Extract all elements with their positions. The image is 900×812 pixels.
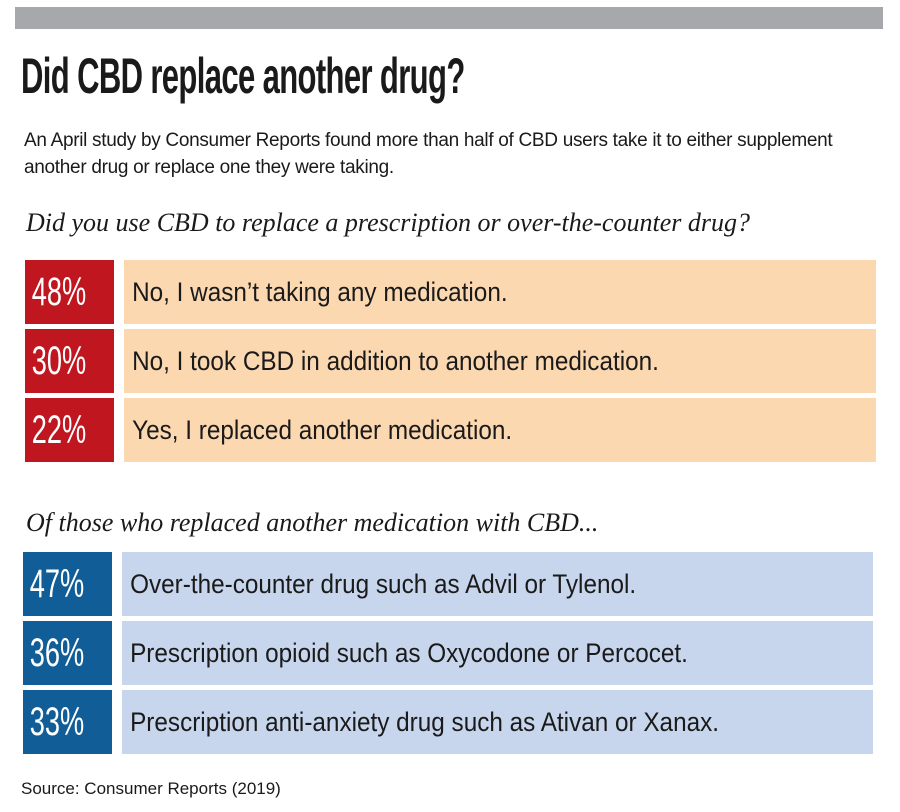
answer-label-box: Yes, I replaced another medication. — [124, 398, 876, 462]
table-row: 47% Over-the-counter drug such as Advil o… — [0, 552, 900, 616]
percent-value: 36% — [29, 631, 85, 675]
answer-label: Prescription anti-anxiety drug such as A… — [130, 706, 720, 737]
answer-label-box: Over-the-counter drug such as Advil or T… — [122, 552, 873, 616]
page-title: Did CBD replace another drug? — [21, 48, 465, 104]
answer-label: No, I wasn’t taking any medication. — [132, 276, 508, 307]
table-row: 48% No, I wasn’t taking any medication. — [0, 260, 900, 324]
percent-value: 22% — [31, 408, 87, 452]
percent-value: 47% — [29, 562, 85, 606]
answer-label: Yes, I replaced another medication. — [132, 414, 513, 445]
answer-label: Over-the-counter drug such as Advil or T… — [130, 568, 637, 599]
percent-value: 30% — [31, 339, 87, 383]
answer-label-box: No, I wasn’t taking any medication. — [124, 260, 876, 324]
table-row: 22% Yes, I replaced another medication. — [0, 398, 900, 462]
section2-question: Of those who replaced another medication… — [26, 508, 599, 537]
percent-value: 48% — [31, 270, 87, 314]
top-banner-bar — [15, 7, 883, 29]
answer-label: Prescription opioid such as Oxycodone or… — [130, 637, 688, 668]
table-row: 36% Prescription opioid such as Oxycodone… — [0, 621, 900, 685]
percent-badge: 22% — [25, 398, 114, 462]
percent-badge: 33% — [23, 690, 112, 754]
answer-label-box: Prescription anti-anxiety drug such as A… — [122, 690, 873, 754]
source-note: Source: Consumer Reports (2019) — [21, 779, 281, 798]
answer-label-box: No, I took CBD in addition to another me… — [124, 329, 876, 393]
table-row: 30% No, I took CBD in addition to another… — [0, 329, 900, 393]
percent-badge: 48% — [25, 260, 114, 324]
percent-badge: 47% — [23, 552, 112, 616]
answer-label: No, I took CBD in addition to another me… — [132, 345, 659, 376]
table-row: 33% Prescription anti-anxiety drug such a… — [0, 690, 900, 754]
answer-label-box: Prescription opioid such as Oxycodone or… — [122, 621, 873, 685]
intro-text: An April study by Consumer Reports found… — [24, 130, 833, 178]
percent-badge: 36% — [23, 621, 112, 685]
section1-question: Did you use CBD to replace a prescriptio… — [26, 208, 750, 237]
percent-badge: 30% — [25, 329, 114, 393]
percent-value: 33% — [29, 700, 85, 744]
